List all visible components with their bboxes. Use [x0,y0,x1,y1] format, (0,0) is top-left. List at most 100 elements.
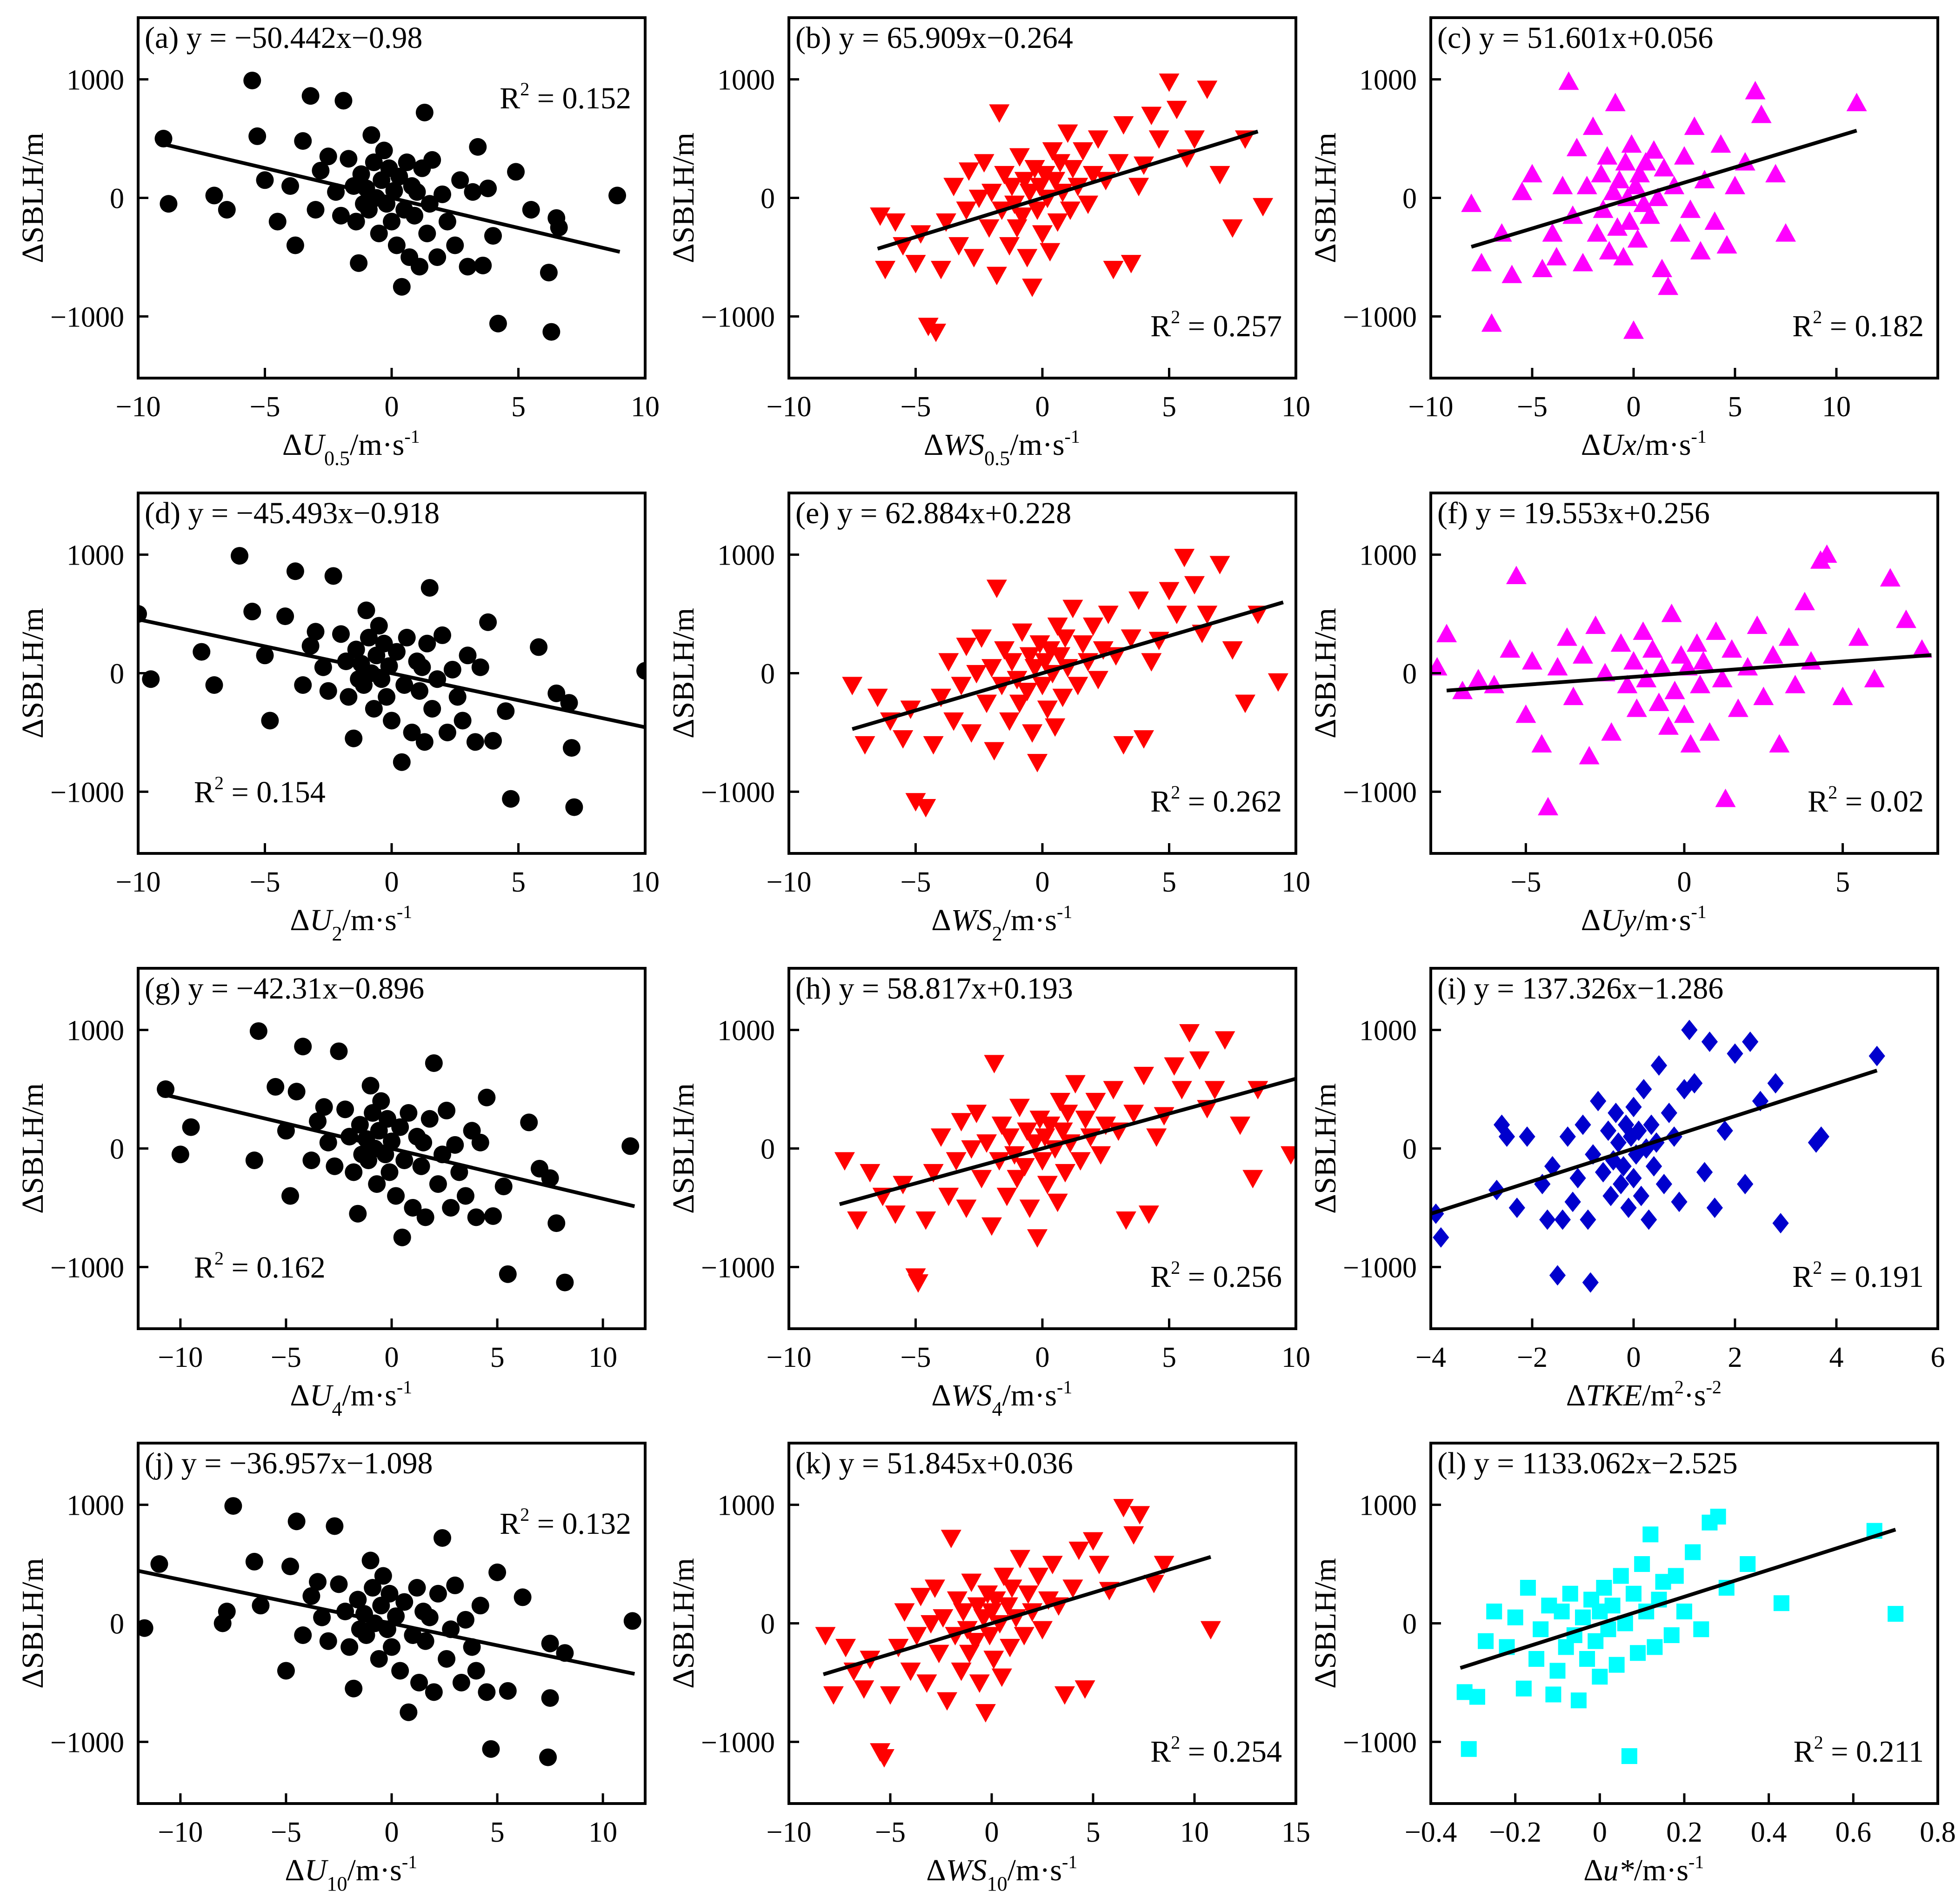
r-squared-label: R2 = 0.182 [1792,306,1924,343]
data-point [1775,223,1796,242]
data-point [854,736,875,755]
x-tick-label: 10 [1180,1817,1209,1848]
data-point [1604,1598,1621,1614]
data-point [1179,1024,1200,1043]
data-point [986,579,1007,598]
data-point [281,1187,299,1205]
x-axis-label: ΔWS4/m·s-1 [931,1377,1072,1420]
data-point [1765,164,1786,183]
data-point [450,1163,468,1181]
data-point [951,1662,972,1681]
fit-line [839,1077,1296,1206]
data-point [1009,148,1030,167]
data-point [372,1092,390,1110]
data-point [1019,1199,1040,1218]
data-point [1579,746,1600,765]
x-tick-label: 0.2 [1666,1817,1702,1848]
data-point [365,153,383,172]
data-point [938,653,959,672]
data-point [981,659,1002,678]
data-point [880,1686,901,1705]
data-point [332,625,350,643]
data-point [307,623,325,641]
data-point [378,1110,396,1128]
x-tick-label: 0 [385,1342,399,1373]
data-point [623,1612,641,1630]
data-point [415,733,434,751]
data-point [1040,1116,1061,1135]
data-point [870,207,891,226]
data-point [1549,1265,1566,1286]
data-point [380,1584,399,1603]
y-tick-label: −1000 [701,1252,775,1284]
data-point [1630,1645,1646,1661]
data-point [1121,255,1141,273]
data-point [923,1164,944,1183]
data-point [1143,1575,1164,1593]
data-point [894,1603,915,1622]
data-point [1639,205,1660,224]
data-point [541,1634,559,1652]
data-point [1060,201,1081,220]
data-point [499,1265,517,1283]
y-tick-label: 0 [761,1609,775,1640]
data-point [218,200,236,219]
data-point [951,677,972,695]
data-point [1626,698,1647,717]
data-point [1693,651,1714,670]
data-point [387,236,406,254]
data-point [438,723,456,741]
data-point [418,634,436,652]
data-point [875,260,896,280]
data-point [1629,164,1650,183]
data-point [910,1588,931,1606]
x-tick-label: 10 [588,1817,617,1848]
data-point [370,1650,388,1668]
data-point [1029,635,1050,654]
x-axis-label: ΔWS2/m·s-1 [931,901,1072,945]
data-point [1009,1098,1030,1118]
data-point [1093,641,1114,660]
data-point [1083,617,1103,636]
y-axis-label: ΔSBLH/m [16,133,50,263]
data-point [1138,1205,1159,1224]
data-point [349,1591,367,1609]
data-point [1633,1185,1649,1206]
data-point [562,739,580,757]
data-point [1710,1509,1726,1525]
data-point [380,1163,399,1181]
data-point [1065,1075,1086,1094]
data-point [1596,1580,1612,1596]
data-point [1597,146,1618,165]
data-point [1699,722,1720,741]
fit-line [163,142,621,254]
data-point [1706,621,1727,640]
data-point [608,186,627,205]
data-point [375,141,393,160]
data-point [489,314,507,333]
data-point [1040,641,1061,660]
data-point [1531,734,1552,753]
data-point [400,1104,418,1122]
x-tick-label: 0 [1035,1342,1050,1373]
x-tick-label: 5 [1728,391,1742,423]
data-point [1613,1568,1629,1584]
x-tick-label: 0 [385,866,399,898]
data-point [459,258,477,276]
data-point [1676,1604,1692,1620]
data-point [1728,698,1748,717]
data-point [1685,1544,1701,1560]
data-point [243,72,261,90]
panel-h-marks [834,1024,1296,1293]
x-tick-label: 0 [985,1817,999,1848]
data-point [350,254,368,272]
data-point [1047,1193,1068,1212]
data-point [961,1573,982,1592]
data-point [1029,1111,1050,1129]
panel-l-marks [1456,1509,1904,1764]
data-point [961,724,982,743]
data-point [1009,694,1030,713]
data-point [471,1133,489,1152]
r-squared-label: R2 = 0.132 [500,1504,631,1541]
data-point [345,1679,363,1698]
